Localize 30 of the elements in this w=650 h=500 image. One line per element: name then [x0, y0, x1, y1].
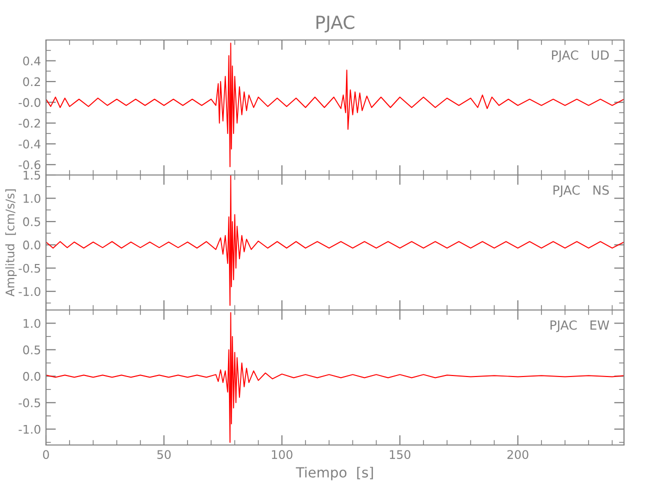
- y-axis-title: Amplitud [cm/s/s]: [5, 189, 17, 297]
- x-tick-label: 200: [507, 450, 528, 459]
- y-tick-label: 0.0: [23, 372, 40, 381]
- y-tick-label: -0.5: [18, 398, 40, 408]
- y-tick-label: 0.2: [23, 77, 40, 86]
- y-tick-label: -1.0: [18, 424, 40, 434]
- y-tick-label: 0.5: [23, 345, 40, 354]
- y-tick-label: 1.0: [24, 318, 40, 328]
- x-axis-title: Tiempo [s]: [296, 466, 373, 480]
- y-tick-label: -0.4: [18, 140, 40, 148]
- line-series: [46, 312, 624, 443]
- annotation: PJAC UD: [552, 50, 609, 62]
- y-tick-label: -0.2: [18, 118, 40, 128]
- chart-title: PJAC: [316, 15, 354, 33]
- y-tick-label: 0.5: [23, 217, 40, 226]
- x-tick-label: 150: [390, 450, 410, 459]
- y-tick-label: 0.4: [23, 56, 40, 66]
- x-tick-label: 100: [272, 450, 292, 459]
- y-tick-label: 1.5: [24, 170, 40, 180]
- y-tick-label: 0.0: [23, 240, 40, 250]
- y-tick-label: -0.0: [18, 98, 40, 107]
- line-series: [46, 42, 624, 168]
- y-tick-label: 1.0: [24, 194, 40, 203]
- annotation: PJAC EW: [550, 320, 610, 332]
- annotation: PJAC NS: [554, 185, 609, 198]
- y-tick-label: -0.5: [18, 264, 40, 273]
- y-tick-label: -1.0: [18, 287, 40, 296]
- x-tick-label: 50: [157, 450, 171, 459]
- y-tick-label: -0.6: [18, 160, 40, 170]
- x-tick-label: 0: [43, 450, 49, 459]
